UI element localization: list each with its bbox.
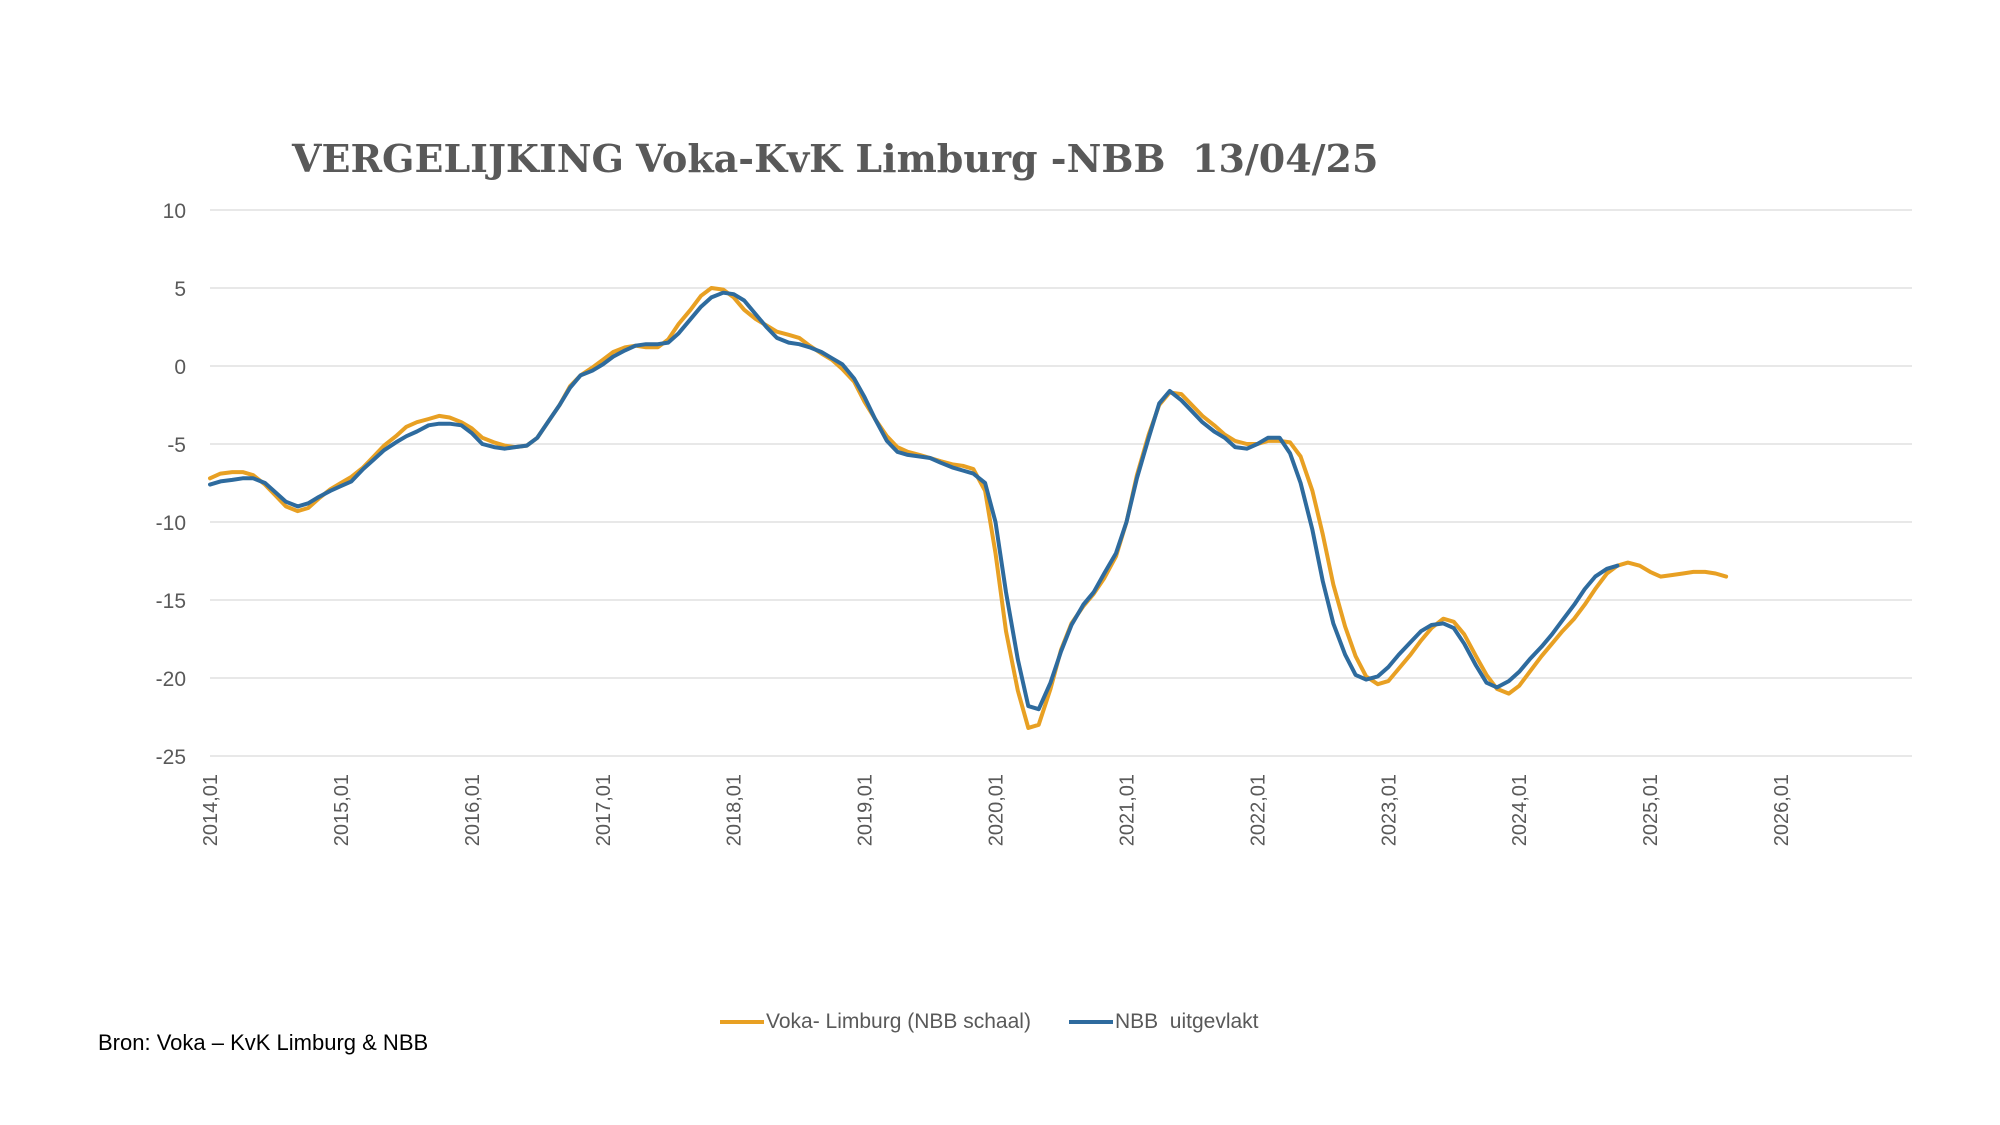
x-tick-label: 2024,01 [1509,774,1531,846]
x-tick-label: 2017,01 [593,774,615,846]
x-tick-label: 2014,01 [200,774,222,846]
legend-label-voka: Voka- Limburg (NBB schaal) [766,1010,1031,1033]
x-tick-label: 2020,01 [986,774,1008,846]
y-axis-ticks: 10 5 0 -5 -10 -15 -20 -25 [156,200,186,769]
series-lines [208,286,1729,730]
x-axis-ticks: 2014,01 2015,01 2016,01 2017,01 2018,01 2019,… [200,774,1793,846]
legend-swatch-voka [720,1020,764,1024]
y-tick-label: -10 [156,512,186,535]
y-tick-label: -25 [156,746,186,769]
y-tick-label: 10 [163,200,186,223]
y-tick-label: -5 [167,434,186,457]
x-tick-label: 2022,01 [1247,774,1269,846]
x-tick-label: 2019,01 [855,774,877,846]
y-tick-label: -15 [156,590,186,613]
chart-title-date: 13/04/25 [1192,136,1379,181]
legend-item-voka: Voka- Limburg (NBB schaal) [720,1010,1031,1034]
x-tick-label: 2025,01 [1640,774,1662,846]
legend-item-nbb: NBB uitgevlakt [1068,1010,1259,1034]
source-note: Bron: Voka – KvK Limburg & NBB [98,1030,429,1055]
x-tick-label: 2026,01 [1771,774,1793,846]
y-tick-label: 0 [174,356,186,379]
series-line-voka [208,286,1729,730]
legend-label-nbb: NBB uitgevlakt [1114,1010,1259,1033]
gridlines [210,209,1912,757]
x-tick-label: 2023,01 [1378,774,1400,846]
x-tick-label: 2015,01 [331,774,353,846]
chart-legend: Voka- Limburg (NBB schaal) NBB uitgevlak… [720,1010,1297,1034]
y-tick-label: 5 [174,278,186,301]
x-tick-label: 2018,01 [724,774,746,846]
x-tick-label: 2021,01 [1116,774,1138,846]
chart-title-part2: Voka-KvK Limburg -NBB [636,136,1166,181]
x-tick-label: 2016,01 [462,774,484,846]
series-line-nbb [208,290,1620,712]
y-tick-label: -20 [156,668,186,691]
chart-title-part1: VERGELIJKING [292,136,624,181]
legend-swatch-nbb [1068,1020,1113,1024]
